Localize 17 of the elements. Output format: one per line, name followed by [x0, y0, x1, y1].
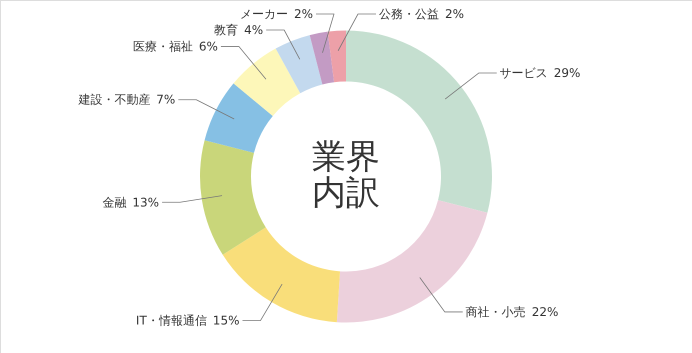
slice-label: 教育 4% [214, 23, 264, 37]
slice-label: IT・情報通信 15% [136, 314, 240, 328]
donut-slice [234, 48, 300, 116]
donut-slice [310, 32, 334, 84]
donut-slice [204, 83, 273, 153]
donut-slice [346, 30, 492, 213]
text: 業界内訳 [312, 137, 380, 213]
slice-label: 商社・小売 22% [466, 304, 558, 319]
slice-label: 公務・公益 2% [379, 7, 464, 21]
donut-slice [328, 30, 346, 82]
slice-label: メーカー 2% [240, 7, 313, 21]
slice-label: 建設・不動産 7% [77, 92, 176, 107]
donut-slice [276, 35, 322, 94]
slice-label: 医療・福祉 6% [132, 40, 218, 54]
slice-label: 金融 13% [102, 195, 160, 210]
donut-slice [200, 140, 266, 255]
slice-label: サービス 29% [500, 66, 580, 80]
